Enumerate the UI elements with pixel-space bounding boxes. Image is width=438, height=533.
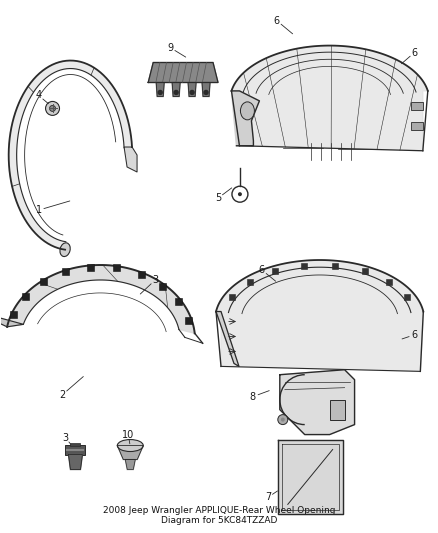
Bar xyxy=(175,298,182,305)
Ellipse shape xyxy=(60,243,70,256)
Polygon shape xyxy=(216,260,424,372)
Bar xyxy=(88,264,95,271)
Polygon shape xyxy=(202,83,210,96)
Bar xyxy=(332,263,338,269)
Circle shape xyxy=(158,91,162,94)
Circle shape xyxy=(281,417,285,422)
Text: 7: 7 xyxy=(265,492,271,503)
Text: 6: 6 xyxy=(411,47,417,58)
Text: 1: 1 xyxy=(35,205,42,215)
Text: 3: 3 xyxy=(152,275,158,285)
Bar xyxy=(230,294,235,300)
Bar xyxy=(411,102,423,110)
Bar xyxy=(159,282,166,289)
Text: 2008 Jeep Wrangler APPLIQUE-Rear Wheel Opening
Diagram for 5KC84TZZAD: 2008 Jeep Wrangler APPLIQUE-Rear Wheel O… xyxy=(103,506,335,526)
Polygon shape xyxy=(124,147,137,172)
Bar xyxy=(66,445,85,455)
Bar xyxy=(404,294,410,300)
Polygon shape xyxy=(0,318,23,327)
Bar xyxy=(247,279,253,285)
Bar xyxy=(411,122,423,130)
Polygon shape xyxy=(117,446,143,459)
Text: 6: 6 xyxy=(411,330,417,340)
Polygon shape xyxy=(9,61,132,249)
Circle shape xyxy=(278,415,288,425)
Bar xyxy=(272,268,278,274)
Polygon shape xyxy=(231,46,428,151)
Bar xyxy=(138,271,145,278)
Bar xyxy=(22,293,29,300)
Bar xyxy=(40,278,47,286)
Polygon shape xyxy=(231,91,259,146)
Text: 8: 8 xyxy=(250,392,256,402)
Polygon shape xyxy=(216,311,239,366)
Circle shape xyxy=(174,91,178,94)
Bar xyxy=(113,264,120,271)
Text: 5: 5 xyxy=(215,193,221,203)
Text: 9: 9 xyxy=(167,43,173,53)
Text: 4: 4 xyxy=(35,91,42,100)
Polygon shape xyxy=(148,62,218,83)
Circle shape xyxy=(190,91,194,94)
Circle shape xyxy=(49,106,56,111)
Text: 6: 6 xyxy=(274,15,280,26)
Bar xyxy=(386,279,392,285)
Bar xyxy=(71,442,81,446)
Text: 3: 3 xyxy=(63,433,69,442)
Polygon shape xyxy=(68,455,82,470)
Bar xyxy=(10,311,17,318)
Polygon shape xyxy=(125,459,135,470)
Polygon shape xyxy=(280,370,355,434)
Bar xyxy=(301,263,307,269)
Text: 10: 10 xyxy=(122,430,134,440)
Circle shape xyxy=(204,91,208,94)
Circle shape xyxy=(238,192,242,196)
Text: 6: 6 xyxy=(259,265,265,275)
Ellipse shape xyxy=(240,102,254,120)
Bar xyxy=(330,400,345,419)
Polygon shape xyxy=(278,440,343,514)
Bar xyxy=(185,317,192,324)
Bar xyxy=(63,269,70,276)
Text: 2: 2 xyxy=(60,390,66,400)
Polygon shape xyxy=(172,83,180,96)
Polygon shape xyxy=(156,83,164,96)
Polygon shape xyxy=(7,265,195,333)
Polygon shape xyxy=(188,83,196,96)
Circle shape xyxy=(46,101,60,116)
Bar xyxy=(362,268,367,274)
Ellipse shape xyxy=(117,440,143,451)
